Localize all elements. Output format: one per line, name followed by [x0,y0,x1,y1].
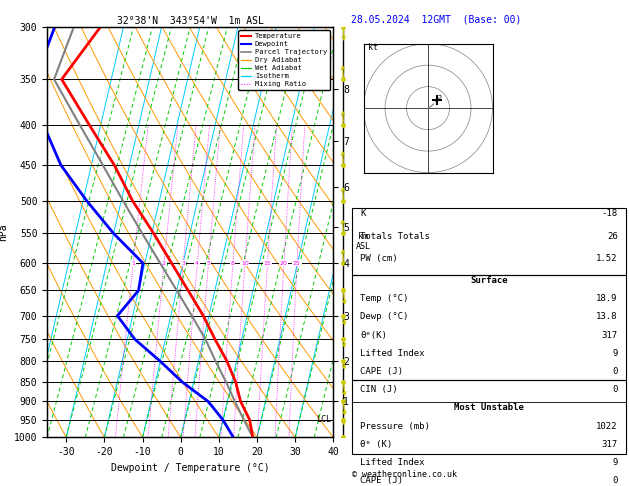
Text: 28.05.2024  12GMT  (Base: 00): 28.05.2024 12GMT (Base: 00) [351,15,521,25]
Text: 317: 317 [601,330,618,340]
Text: Surface: Surface [470,276,508,285]
Text: K: K [360,209,366,218]
X-axis label: Dewpoint / Temperature (°C): Dewpoint / Temperature (°C) [111,463,270,473]
Text: 10: 10 [241,260,248,266]
Text: 2: 2 [162,260,166,266]
Text: Lifted Index: Lifted Index [360,458,425,467]
Text: © weatheronline.co.uk: © weatheronline.co.uk [352,470,457,479]
Text: 1022: 1022 [596,421,618,431]
Bar [352,275,626,380]
Text: 1: 1 [131,260,135,266]
Text: 8: 8 [231,260,235,266]
Text: Pressure (mb): Pressure (mb) [360,421,430,431]
Text: -18: -18 [601,209,618,218]
Text: 20: 20 [280,260,288,266]
Text: 4: 4 [195,260,199,266]
Title: 32°38'N  343°54'W  1m ASL: 32°38'N 343°54'W 1m ASL [117,16,264,26]
Text: 13.8: 13.8 [596,312,618,321]
Text: 2: 2 [438,95,442,102]
Text: 9: 9 [612,349,618,358]
Text: 0: 0 [612,476,618,485]
Text: Totals Totals: Totals Totals [360,231,430,241]
Bar [352,208,626,275]
Text: 26: 26 [607,231,618,241]
Text: Temp (°C): Temp (°C) [360,294,409,303]
Text: 5: 5 [206,260,210,266]
Text: CAPE (J): CAPE (J) [360,476,403,485]
Text: CIN (J): CIN (J) [360,385,398,394]
Text: 1.52: 1.52 [596,254,618,263]
Text: 15: 15 [264,260,271,266]
Text: PW (cm): PW (cm) [360,254,398,263]
Y-axis label: km
ASL: km ASL [355,232,370,251]
Text: Dewp (°C): Dewp (°C) [360,312,409,321]
Text: Lifted Index: Lifted Index [360,349,425,358]
Text: kt: kt [368,43,378,52]
Bar [352,380,626,454]
Text: 9: 9 [612,458,618,467]
Text: θᵉ (K): θᵉ (K) [360,440,392,449]
Text: 317: 317 [601,440,618,449]
Y-axis label: hPa: hPa [0,223,8,241]
Legend: Temperature, Dewpoint, Parcel Trajectory, Dry Adiabat, Wet Adiabat, Isotherm, Mi: Temperature, Dewpoint, Parcel Trajectory… [238,30,330,90]
Text: CAPE (J): CAPE (J) [360,367,403,376]
Text: 0: 0 [612,367,618,376]
Text: θᵉ(K): θᵉ(K) [360,330,387,340]
Text: 3: 3 [181,260,185,266]
Text: 18.9: 18.9 [596,294,618,303]
Text: LCL: LCL [316,416,331,424]
Text: 0: 0 [612,385,618,394]
Text: Most Unstable: Most Unstable [454,403,524,412]
Text: 25: 25 [293,260,301,266]
